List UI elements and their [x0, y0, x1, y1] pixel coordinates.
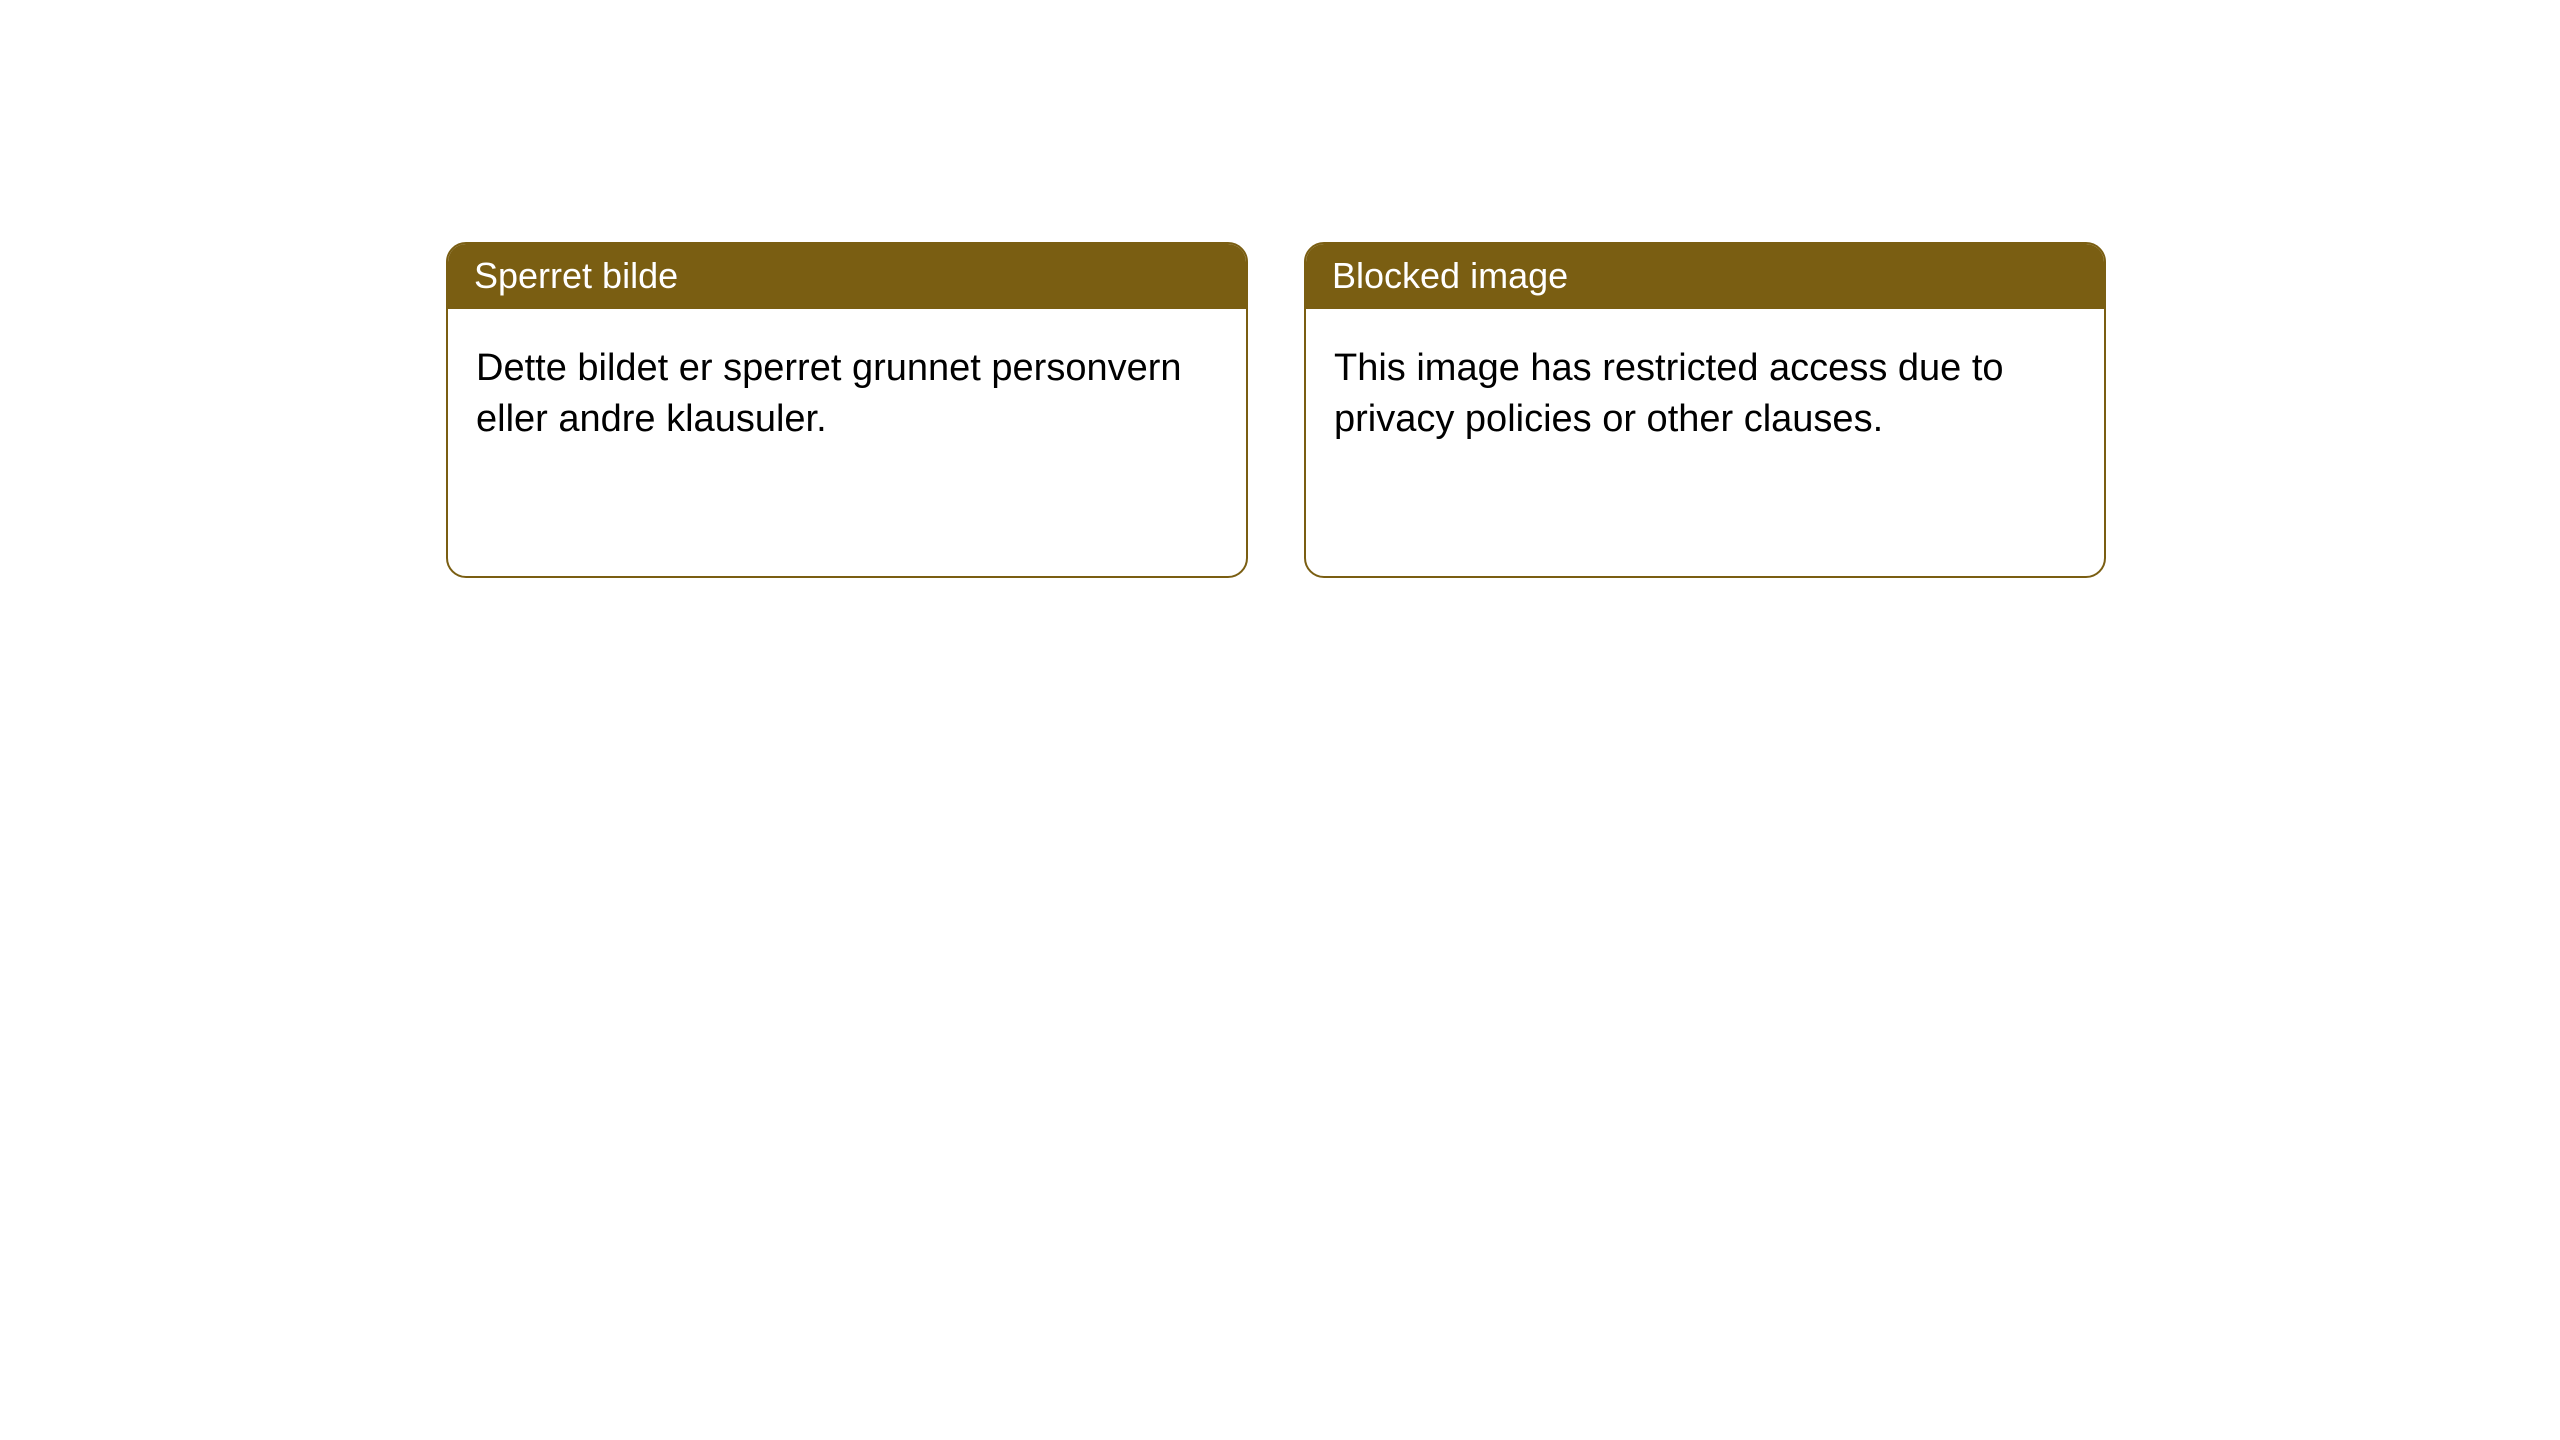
panel-header-en: Blocked image: [1306, 244, 2104, 309]
panel-title-en: Blocked image: [1332, 255, 1568, 296]
panel-header-no: Sperret bilde: [448, 244, 1246, 309]
panel-body-text-en: This image has restricted access due to …: [1334, 347, 2004, 440]
panel-body-en: This image has restricted access due to …: [1306, 309, 2104, 480]
blocked-image-panel-no: Sperret bilde Dette bildet er sperret gr…: [446, 242, 1248, 578]
blocked-image-panel-en: Blocked image This image has restricted …: [1304, 242, 2106, 578]
panel-body-text-no: Dette bildet er sperret grunnet personve…: [476, 347, 1182, 440]
blocked-image-notice-container: Sperret bilde Dette bildet er sperret gr…: [446, 242, 2106, 578]
panel-body-no: Dette bildet er sperret grunnet personve…: [448, 309, 1246, 480]
panel-title-no: Sperret bilde: [474, 255, 678, 296]
